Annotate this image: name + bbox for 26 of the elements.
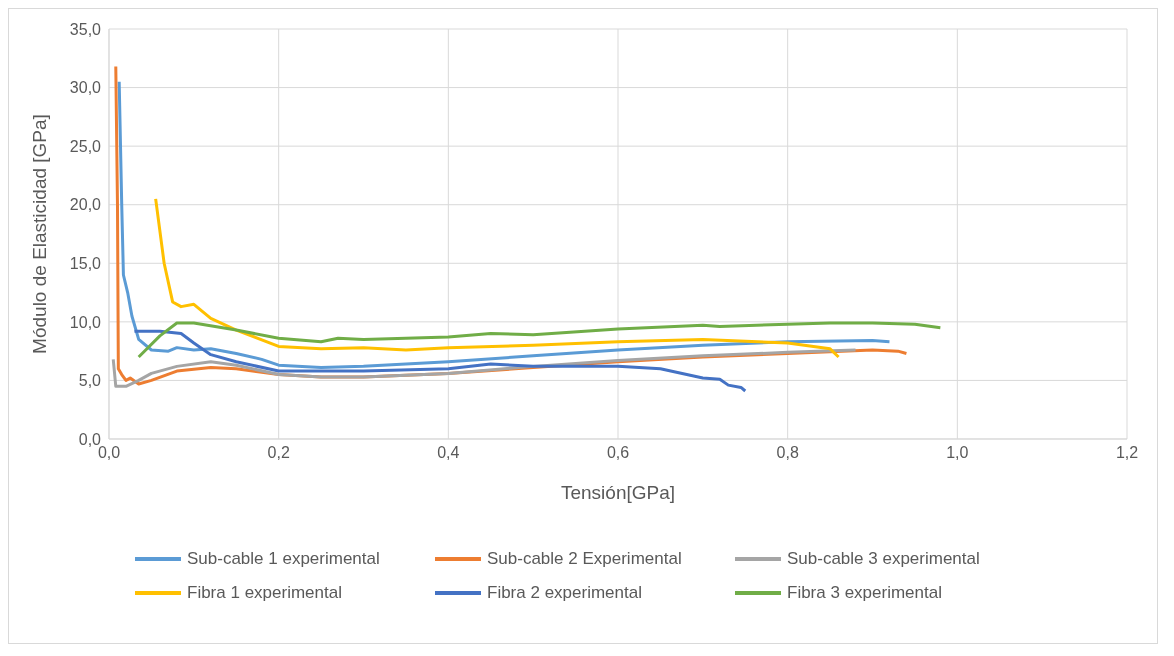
legend-label: Sub-cable 2 Experimental xyxy=(487,549,682,569)
x-tick-label: 0,8 xyxy=(776,444,799,462)
y-tick-label: 30,0 xyxy=(69,79,102,97)
y-axis-title: Módulo de Elasticidad [GPa] xyxy=(28,114,50,354)
line-series xyxy=(137,321,942,359)
y-tick-label: 20,0 xyxy=(69,196,102,214)
x-tick-label: 0,0 xyxy=(97,444,121,462)
y-tick-label: 25,0 xyxy=(69,137,102,155)
x-tick-label: 1,2 xyxy=(1115,444,1139,462)
y-tick-label: 10,0 xyxy=(69,313,102,331)
x-tick-label: 0,6 xyxy=(606,444,630,462)
x-axis-title: Tensión[GPa] xyxy=(560,482,676,503)
legend-label: Fibra 1 experimental xyxy=(187,583,342,603)
x-tick-label: 0,2 xyxy=(267,444,290,462)
y-tick-label: 15,0 xyxy=(69,254,102,272)
legend-label: Sub-cable 3 experimental xyxy=(787,549,980,569)
legend-label: Fibra 3 experimental xyxy=(787,583,942,603)
line-series xyxy=(111,348,858,388)
line-series xyxy=(154,197,841,359)
legend-label: Sub-cable 1 experimental xyxy=(187,549,380,569)
y-tick-label: 35,0 xyxy=(69,20,102,38)
line-series xyxy=(132,329,747,393)
legend-label: Fibra 2 experimental xyxy=(487,583,642,603)
y-tick-label: 5,0 xyxy=(78,372,102,390)
x-tick-label: 1,0 xyxy=(946,444,969,462)
x-tick-label: 0,4 xyxy=(437,444,460,462)
